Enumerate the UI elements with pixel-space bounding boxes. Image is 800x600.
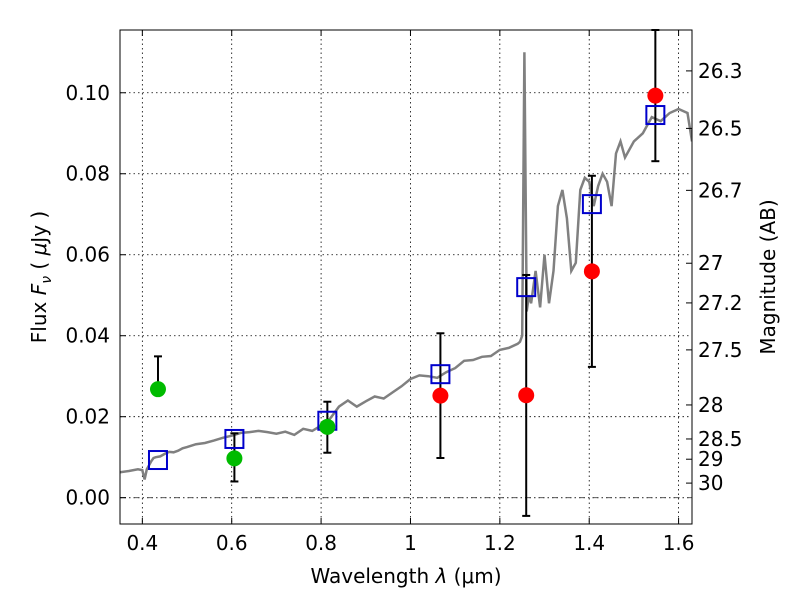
green-data-point (226, 450, 243, 467)
mag-tick-label: 26.5 (698, 116, 743, 140)
mag-tick-label: 26.7 (698, 178, 743, 202)
model-box-marker (430, 364, 451, 385)
red-data-point (432, 387, 449, 404)
error-bars (153, 29, 660, 517)
model-box-marker (645, 105, 666, 126)
right-axis-label: Magnitude (AB) (756, 199, 780, 354)
data-markers (147, 87, 666, 471)
grid-lines (120, 30, 692, 524)
mag-tick-label: 27.5 (698, 338, 743, 362)
model-box-marker (516, 277, 537, 298)
mag-tick-label: 29 (698, 447, 723, 471)
x-tick-label: 1.6 (663, 531, 695, 555)
y-tick-label: 0.02 (65, 405, 110, 429)
mag-tick-label: 26.3 (698, 59, 743, 83)
mag-tick-label: 30 (698, 471, 723, 495)
mag-tick-label: 28 (698, 393, 723, 417)
y-axis-ticks: 0.00 0.02 0.04 0.06 0.08 0.10 (65, 81, 126, 510)
red-data-point (647, 87, 664, 104)
y-axis-label: Flux Fν ( μJy ) (27, 211, 55, 343)
model-box-marker (224, 428, 245, 449)
x-axis-label: Wavelength λ (μm) (310, 564, 501, 588)
mag-tick-label: 27.2 (698, 291, 743, 315)
green-data-point (319, 418, 336, 435)
plot-frame (119, 29, 693, 525)
plot-area (120, 29, 692, 517)
mag-tick-label: 28.5 (698, 427, 743, 451)
red-data-point (518, 387, 535, 404)
x-tick-label: 1.4 (573, 531, 605, 555)
x-tick-label: 0.6 (216, 531, 248, 555)
y-tick-label: 0.04 (65, 324, 110, 348)
x-tick-label: 0.8 (305, 531, 337, 555)
red-data-point (583, 263, 600, 280)
y-tick-label: 0.10 (65, 81, 110, 105)
x-tick-label: 1.2 (484, 531, 516, 555)
x-tick-label: 1 (404, 531, 417, 555)
spectrum-line (120, 52, 692, 480)
x-tick-label: 0.4 (126, 531, 158, 555)
mag-tick-label: 27 (698, 251, 723, 275)
x-axis-ticks: 0.4 0.6 0.8 1 1.2 1.4 1.6 (126, 30, 695, 555)
y-tick-label: 0.06 (65, 243, 110, 267)
model-box-marker (147, 450, 168, 471)
green-data-point (149, 381, 166, 398)
model-box-marker (581, 194, 602, 215)
y-tick-label: 0.08 (65, 162, 110, 186)
y-tick-label: 0.00 (65, 486, 110, 510)
